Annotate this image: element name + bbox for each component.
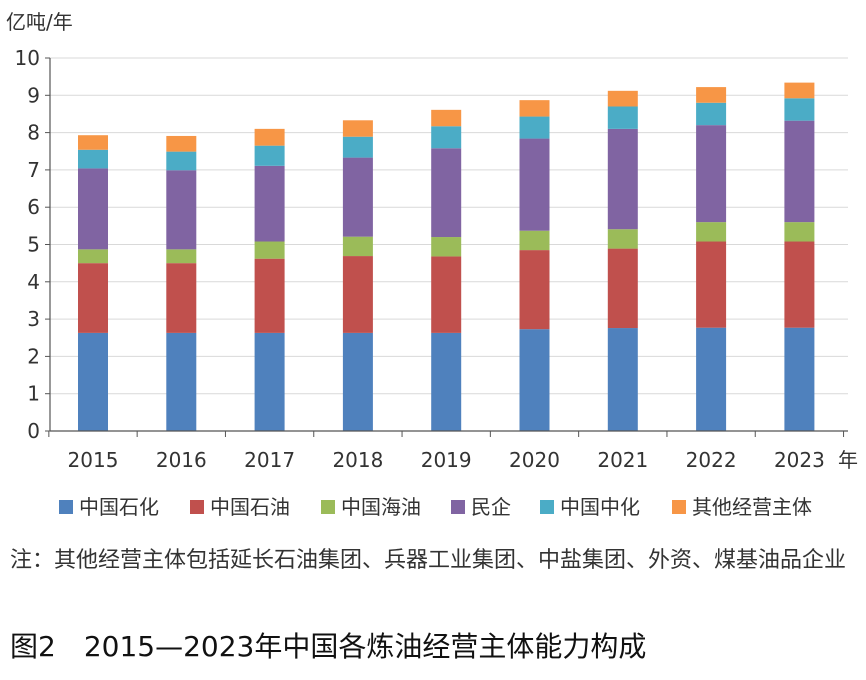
bar-segment [784, 120, 815, 223]
y-tick-label: 5 [27, 233, 40, 257]
y-tick-label: 7 [27, 158, 40, 182]
x-tick-label: 2022 [686, 448, 737, 472]
axes [45, 57, 848, 437]
bar-segment [519, 230, 550, 251]
legend-label: 中国中化 [560, 495, 640, 519]
bar-segment [607, 106, 638, 129]
bar-segment [431, 148, 462, 238]
bar-segment [607, 90, 638, 107]
y-tick-label: 4 [27, 270, 40, 294]
bar-segment [78, 135, 108, 150]
bar-segment [519, 116, 550, 139]
bar-segment [166, 170, 197, 250]
bar-segment [607, 248, 638, 329]
x-tick-label: 2023 [774, 448, 825, 472]
y-tick-label: 3 [27, 307, 40, 331]
x-tick-label: 2017 [244, 448, 295, 472]
x-tick-labels: 2015 2016 2017 2018 2019 2020 2021 2022 2023 [68, 448, 825, 472]
legend-swatch [321, 500, 335, 514]
legend-swatch [190, 500, 204, 514]
y-tick-labels: 0 1 2 3 4 5 6 7 8 9 10 [15, 46, 40, 443]
bar-segment [607, 328, 638, 431]
legend-swatch [59, 500, 73, 514]
bar-segment [166, 151, 197, 171]
bar-segment [254, 332, 285, 431]
bar-segment [166, 135, 197, 152]
bar-segment [607, 229, 638, 249]
bar-segment [342, 136, 373, 158]
y-tick-label: 6 [27, 195, 40, 219]
x-tick-label: 2021 [597, 448, 648, 472]
bar-segment [696, 327, 727, 431]
y-axis-label: 亿吨/年 [6, 10, 73, 34]
y-tick-label: 10 [15, 46, 40, 70]
bar-segment [784, 222, 815, 242]
x-tick-label: 2020 [509, 448, 560, 472]
x-tick-label: 2015 [68, 448, 119, 472]
bar-segment [166, 263, 197, 333]
bar-segment [431, 256, 462, 333]
bar-segment [342, 332, 373, 431]
bar-segment [519, 250, 550, 330]
legend-label: 民企 [471, 495, 511, 519]
bar-segment [78, 249, 108, 264]
bar-segment [519, 329, 550, 431]
bar-segment [784, 82, 815, 99]
y-tick-label: 2 [27, 344, 40, 368]
bar-segment [607, 128, 638, 230]
figure-caption: 图2 2015—2023年中国各炼油经营主体能力构成 [10, 630, 647, 663]
bar-segment [784, 241, 815, 328]
bar-segment [78, 332, 108, 431]
bar-segment [254, 241, 285, 259]
bar-segment [254, 145, 285, 166]
bar-segment [696, 241, 727, 328]
legend-label: 中国海油 [341, 495, 421, 519]
legend-swatch [451, 500, 465, 514]
chart-note: 注：其他经营主体包括延长石油集团、兵器工业集团、中盐集团、外资、煤基油品企业 [10, 548, 847, 573]
bar-segment [166, 249, 197, 264]
bar-segment [519, 138, 550, 231]
legend: 中国石化 中国石油 中国海油 民企 中国中化 其他经营主体 [59, 495, 812, 519]
bar-segment [254, 258, 285, 333]
bar-segment [431, 109, 462, 127]
bar-segment [342, 256, 373, 333]
bar-segment [78, 149, 108, 169]
bar-segment [254, 128, 285, 146]
legend-label: 中国石化 [79, 495, 159, 519]
bars-group [78, 82, 815, 431]
bar-segment [342, 120, 373, 137]
bar-segment [696, 87, 727, 103]
bar-segment [166, 332, 197, 431]
bar-segment [342, 236, 373, 257]
legend-label: 中国石油 [210, 495, 290, 519]
bar-segment [342, 157, 373, 237]
y-tick-label: 8 [27, 121, 40, 145]
bar-segment [519, 100, 550, 117]
x-tick-label: 2019 [421, 448, 472, 472]
legend-swatch [672, 500, 686, 514]
bar-segment [431, 332, 462, 431]
bar-segment [784, 327, 815, 431]
legend-swatch [540, 500, 554, 514]
bar-segment [784, 98, 815, 121]
legend-label: 其他经营主体 [692, 495, 812, 519]
bar-segment [78, 168, 108, 250]
x-tick-label: 2018 [332, 448, 383, 472]
bar-segment [696, 125, 727, 223]
y-tick-label: 0 [27, 419, 40, 443]
bar-segment [78, 263, 108, 333]
bar-segment [254, 165, 285, 242]
bar-segment [696, 102, 727, 126]
y-tick-label: 9 [27, 83, 40, 107]
x-axis-label: 年 [838, 448, 858, 472]
bar-segment [696, 222, 727, 242]
bar-segment [431, 126, 462, 149]
bar-segment [431, 237, 462, 257]
x-tick-label: 2016 [156, 448, 207, 472]
y-tick-label: 1 [27, 382, 40, 406]
